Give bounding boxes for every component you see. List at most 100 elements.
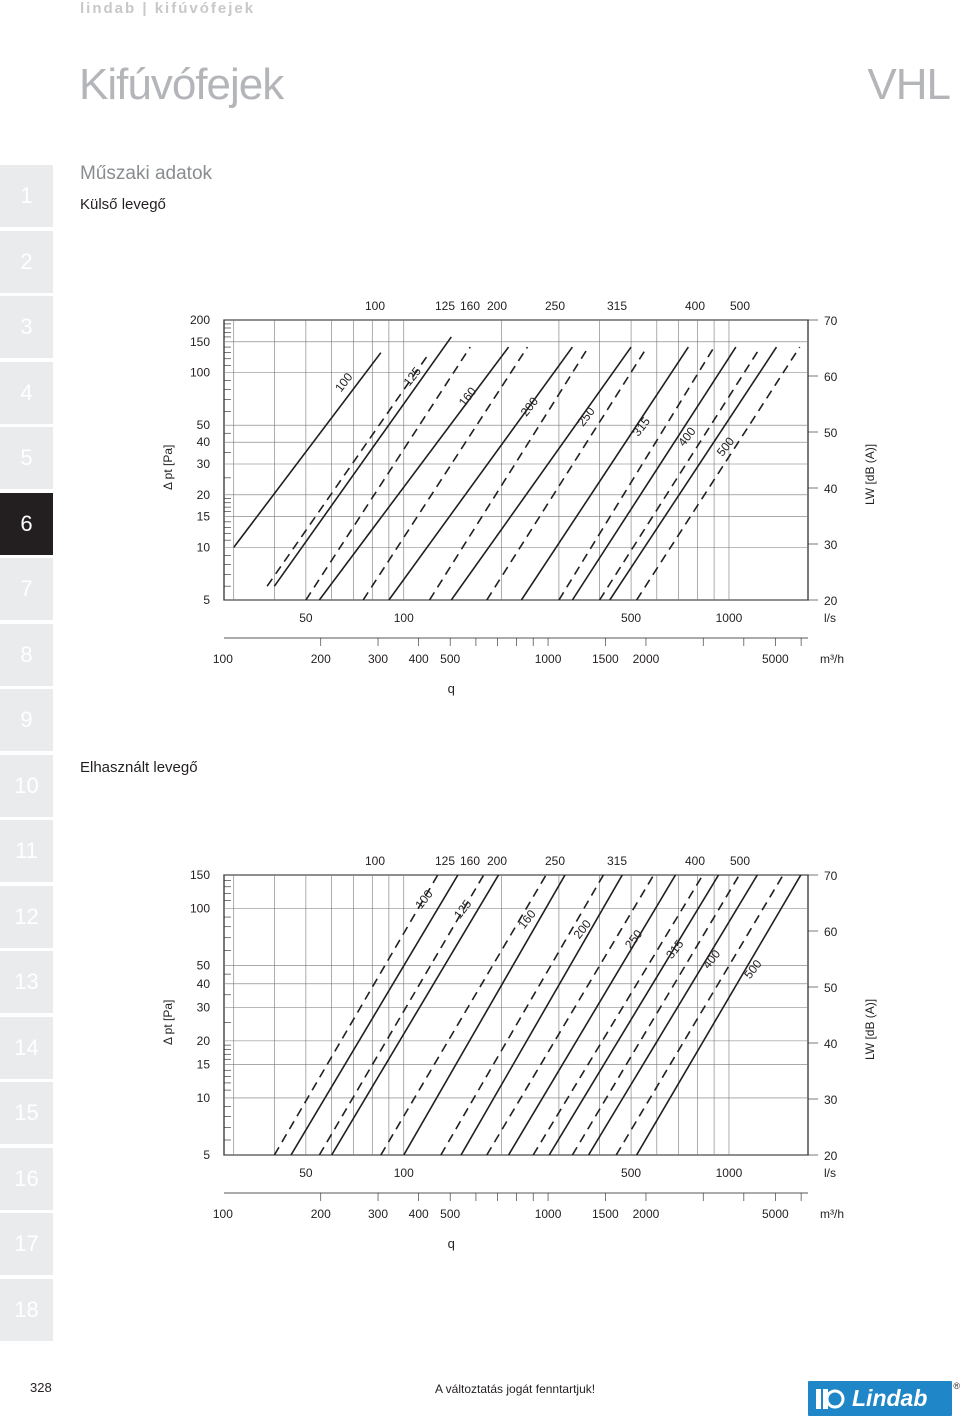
y-axis-label: Δ pt [Pa] (161, 1000, 175, 1045)
y-tick-label: 30 (197, 1000, 211, 1014)
lindab-logo-text: Lindab (852, 1385, 928, 1411)
y-tick-label: 10 (197, 1091, 211, 1105)
x-units-m3h: m³/h (820, 1207, 844, 1221)
plot-frame (223, 319, 809, 601)
x-tick-label-m3h: 500 (440, 652, 460, 666)
x-tick-label-m3h: 100 (213, 652, 233, 666)
chapter-tab-9[interactable]: 9 (0, 689, 53, 751)
noise-line-315 (558, 346, 715, 600)
y2-tick-label: 30 (824, 538, 838, 552)
pressure-line-200 (388, 346, 574, 600)
x-units-ls: l/s (824, 1166, 836, 1180)
noise-line-500 (635, 346, 801, 600)
y-tick-label: 150 (190, 868, 210, 882)
chapter-tab-2[interactable]: 2 (0, 230, 53, 293)
page-number: 328 (30, 1380, 52, 1395)
y2-axis-label: LW [dB (A)] (863, 444, 877, 505)
x-tick-label-m3h: 1000 (535, 1207, 562, 1221)
chapter-tab-11[interactable]: 11 (0, 820, 53, 882)
x-tick-label-ls: 100 (394, 1166, 414, 1180)
chapter-tab-10[interactable]: 10 (0, 754, 53, 817)
pressure-line-315 (520, 346, 690, 600)
chapter-tab-1[interactable]: 1 (0, 165, 53, 227)
top-size-label: 315 (607, 854, 627, 868)
series-label-315: 315 (630, 414, 654, 439)
y-tick-label: 20 (197, 488, 211, 502)
noise-line-160 (380, 875, 547, 1155)
x-units-ls: l/s (824, 611, 836, 625)
x-tick-label-ls: 1000 (716, 611, 743, 625)
pressure-line-100 (290, 875, 459, 1155)
x-tick-label-m3h: 500 (440, 1207, 460, 1221)
pressure-line-250 (507, 875, 677, 1155)
series-group (233, 336, 801, 600)
top-size-label: 125 (435, 854, 455, 868)
y2-axis-label: LW [dB (A)] (863, 999, 877, 1060)
y2-tick-label: 50 (824, 981, 838, 995)
chapter-tab-7[interactable]: 7 (0, 558, 53, 620)
lindab-logo: Lindab ® (808, 1381, 960, 1416)
pressure-line-200 (460, 875, 624, 1155)
page-title: Kifúvófejek (79, 60, 284, 109)
y2-tick-label: 20 (824, 1149, 838, 1163)
chapter-tabs: 1 2 3 4 5 6 7 8 9 10 11 12 13 14 15 16 17 18 (0, 165, 53, 1344)
y-tick-label: 10 (197, 540, 211, 554)
noise-line-200 (440, 875, 605, 1155)
x-tick-label-ls: 100 (394, 611, 414, 625)
pressure-line-125 (330, 875, 500, 1155)
series-label-125: 125 (451, 897, 475, 922)
y-tick-label: 15 (197, 1058, 211, 1072)
top-size-label: 400 (685, 854, 705, 868)
product-code: VHL (867, 60, 951, 109)
chapter-tab-5[interactable]: 5 (0, 427, 53, 489)
x-axis-label: q (448, 1236, 455, 1251)
top-size-label: 100 (365, 854, 385, 868)
x-tick-label-m3h: 1500 (592, 1207, 619, 1221)
brand-header: lindab | kifúvófejek (80, 0, 256, 17)
noise-line-250 (486, 346, 648, 600)
top-size-label: 500 (730, 299, 750, 313)
chapter-tab-16[interactable]: 16 (0, 1147, 53, 1210)
pressure-line-400 (571, 346, 737, 600)
subheading-exhaust-air: Elhasznált levegő (80, 759, 198, 776)
y2-tick-label: 70 (824, 869, 838, 883)
chapter-tab-15[interactable]: 15 (0, 1082, 53, 1144)
pressure-line-160 (403, 875, 566, 1155)
subheading-outdoor-air: Külső levegő (80, 196, 166, 213)
chapter-tab-6[interactable]: 6 (0, 492, 53, 555)
y-tick-label: 50 (197, 958, 211, 972)
chapter-tab-17[interactable]: 17 (0, 1213, 53, 1275)
x-tick-label-ls: 50 (299, 1166, 313, 1180)
y2-tick-label: 30 (824, 1093, 838, 1107)
top-size-label: 125 (435, 299, 455, 313)
chapter-tab-18[interactable]: 18 (0, 1278, 53, 1341)
noise-line-200 (428, 346, 590, 600)
pressure-line-500 (635, 875, 802, 1155)
pressure-line-250 (450, 346, 632, 600)
y-tick-label: 50 (197, 418, 211, 432)
y2-tick-label: 20 (824, 594, 838, 608)
chapter-tab-14[interactable]: 14 (0, 1016, 53, 1079)
chart-exhaust-air: 5 10 15 20 30 40 50 100 150 20 30 40 50 60 70 Δ pt [Pa]… (140, 845, 900, 1255)
chapter-tab-12[interactable]: 12 (0, 885, 53, 948)
y-axis-label: Δ pt [Pa] (161, 445, 175, 490)
pressure-line-160 (318, 346, 510, 600)
chart-outdoor-air: 5 10 15 20 30 40 50 100 150 200 20 30 40 50 60 70 Δ pt [… (140, 290, 900, 700)
y-tick-label: 5 (203, 1148, 210, 1162)
chapter-tab-13[interactable]: 13 (0, 951, 53, 1013)
top-size-label: 200 (487, 299, 507, 313)
pressure-line-400 (587, 875, 759, 1155)
noise-line-125 (305, 346, 471, 600)
pressure-line-500 (609, 346, 778, 600)
chapter-tab-4[interactable]: 4 (0, 361, 53, 424)
series-label-400: 400 (700, 947, 724, 972)
x-tick-label-m3h: 300 (368, 1207, 388, 1221)
noise-line-100 (273, 875, 439, 1155)
x-tick-label-m3h: 400 (409, 652, 429, 666)
x-tick-label-ls: 500 (621, 1166, 641, 1180)
chapter-tab-3[interactable]: 3 (0, 296, 53, 358)
chapter-tab-8[interactable]: 8 (0, 623, 53, 686)
y-tick-label: 30 (197, 457, 211, 471)
series-label-125: 125 (401, 364, 425, 389)
chart-outdoor-air-svg: 5 10 15 20 30 40 50 100 150 200 20 30 40 50 60 70 Δ pt [… (161, 299, 877, 696)
